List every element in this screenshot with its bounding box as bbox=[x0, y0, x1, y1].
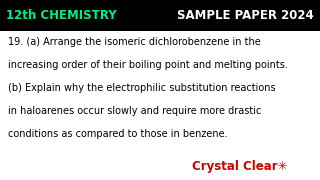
Bar bbox=[0, 0, 320, 31]
Text: Crystal Clear✳: Crystal Clear✳ bbox=[192, 160, 287, 173]
Text: (b) Explain why the electrophilic substitution reactions: (b) Explain why the electrophilic substi… bbox=[8, 83, 276, 93]
Text: increasing order of their boiling point and melting points.: increasing order of their boiling point … bbox=[8, 60, 288, 70]
Text: SAMPLE PAPER 2024: SAMPLE PAPER 2024 bbox=[177, 9, 314, 22]
Text: 12th CHEMISTRY: 12th CHEMISTRY bbox=[6, 9, 117, 22]
Text: conditions as compared to those in benzene.: conditions as compared to those in benze… bbox=[8, 129, 228, 139]
Text: in haloarenes occur slowly and require more drastic: in haloarenes occur slowly and require m… bbox=[8, 106, 261, 116]
Text: 19. (a) Arrange the isomeric dichlorobenzene in the: 19. (a) Arrange the isomeric dichloroben… bbox=[8, 37, 261, 47]
